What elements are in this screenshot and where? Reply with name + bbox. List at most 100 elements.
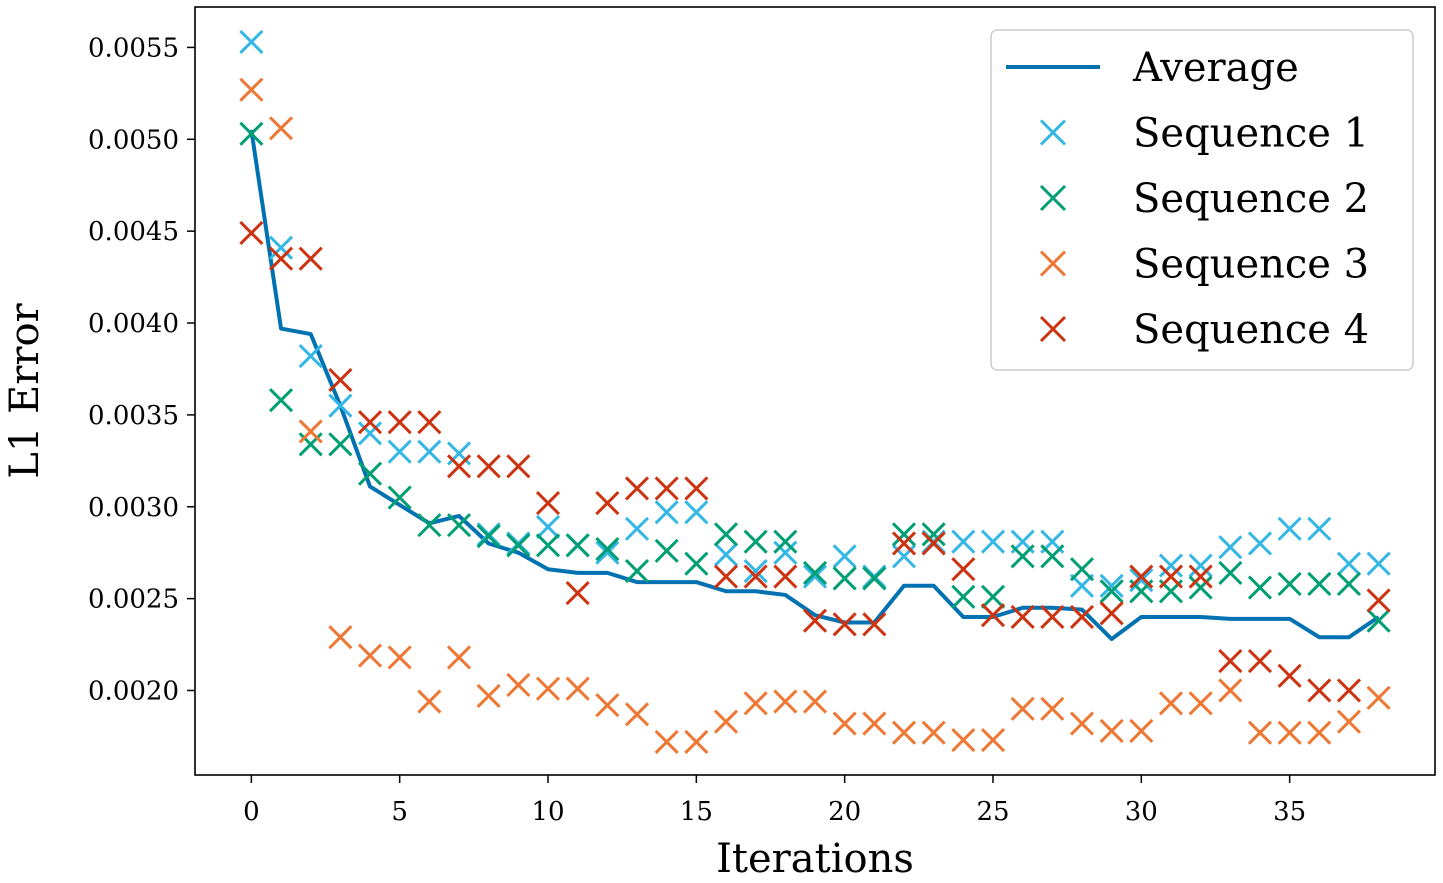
- sequence-1-marker: [802, 564, 828, 589]
- sequence-2-marker: [595, 536, 620, 562]
- x-tick-label: 10: [531, 797, 564, 827]
- y-tick-label: 0.0030: [88, 493, 179, 523]
- sequence-3-marker: [951, 728, 976, 753]
- sequence-1-marker: [624, 516, 650, 541]
- plot-area: [239, 29, 1391, 754]
- sequence-2-marker: [476, 524, 501, 549]
- sequence-2-marker: [713, 522, 739, 547]
- sequence-1-marker: [417, 439, 442, 464]
- sequence-1-marker: [713, 542, 739, 567]
- sequence-2-marker: [980, 584, 1006, 609]
- sequence-4-marker: [1336, 678, 1362, 703]
- sequence-3-marker: [1158, 691, 1184, 716]
- sequence-3-marker: [268, 116, 294, 141]
- sequence-3-marker: [654, 729, 679, 754]
- sequence-4-marker: [1188, 564, 1213, 589]
- axes-frame: [194, 6, 1436, 776]
- sequence-4-marker: [773, 564, 798, 589]
- legend-swatch-sequence-2: [1039, 184, 1067, 212]
- sequence-2-marker: [1336, 571, 1362, 596]
- x-tick-label: 5: [391, 797, 408, 827]
- sequence-3-marker: [1247, 720, 1273, 745]
- sequence-1-marker: [951, 529, 976, 554]
- sequence-4-marker: [446, 454, 472, 479]
- sequence-2-marker: [862, 566, 887, 591]
- sequence-2-marker: [565, 533, 590, 558]
- sequence-4-marker: [595, 491, 620, 516]
- sequence-1-marker: [298, 344, 323, 369]
- y-tick-label: 0.0020: [88, 676, 179, 706]
- sequence-2-marker: [1069, 557, 1095, 582]
- x-tick-label: 25: [976, 797, 1009, 827]
- sequence-4-marker: [802, 608, 828, 633]
- sequence-2-marker: [832, 566, 857, 591]
- sequence-4-marker: [1247, 649, 1273, 674]
- y-tick-label: 0.0040: [88, 309, 179, 339]
- sequence-1-marker: [1336, 551, 1362, 576]
- sequence-1-marker: [684, 500, 709, 525]
- sequence-3-marker: [1129, 718, 1154, 743]
- sequence-3-marker: [506, 672, 531, 698]
- sequence-3-marker: [891, 720, 917, 745]
- sequence-4-marker: [1277, 663, 1302, 688]
- legend-swatch-sequence-4: [1039, 315, 1067, 343]
- sequence-1-marker: [1099, 573, 1124, 598]
- sequence-4-marker: [832, 612, 857, 637]
- y-tick-label: 0.0055: [88, 33, 179, 63]
- sequence-1-marker: [743, 558, 768, 584]
- sequence-3-marker: [832, 711, 857, 736]
- y-tick-label: 0.0025: [88, 585, 179, 615]
- sequence-1-marker: [1158, 553, 1184, 578]
- sequence-4-marker: [951, 557, 976, 582]
- sequence-4-marker: [268, 246, 294, 271]
- sequence-2-marker: [624, 558, 650, 584]
- sequence-4-marker: [1218, 649, 1243, 674]
- sequence-2-marker: [1277, 571, 1302, 596]
- sequence-4-marker: [1040, 604, 1065, 630]
- sequence-1-marker: [535, 514, 561, 540]
- legend-label-sequence-4: Sequence 4: [1133, 307, 1369, 353]
- sequence-4-marker: [1010, 604, 1035, 630]
- sequence-2-marker: [654, 538, 679, 563]
- sequence-4-marker: [713, 564, 739, 589]
- sequence-2-marker: [239, 121, 264, 146]
- sequence-4-marker: [862, 612, 887, 637]
- sequence-4-marker: [506, 454, 531, 479]
- sequence-2-marker: [298, 432, 323, 457]
- sequence-1-marker: [891, 544, 917, 569]
- sequence-1-marker: [980, 529, 1006, 554]
- sequence-2-marker: [684, 551, 709, 576]
- sequence-1-marker: [446, 441, 472, 466]
- sequence-1-marker: [654, 500, 679, 525]
- sequence-4-marker: [476, 454, 501, 479]
- sequence-3-marker: [773, 689, 798, 714]
- sequence-2-marker: [446, 513, 472, 538]
- sequence-3-marker: [476, 683, 501, 709]
- legend-box: [990, 29, 1414, 371]
- sequence-1-marker: [1307, 516, 1332, 541]
- sequence-2-marker: [387, 485, 412, 510]
- sequence-2-marker: [1010, 544, 1035, 569]
- sequence-2-marker: [951, 584, 976, 609]
- x-tick-label: 30: [1125, 797, 1158, 827]
- average-line: [249, 129, 1380, 642]
- sequence-4-marker: [387, 410, 412, 435]
- sequence-2-marker: [773, 529, 798, 554]
- sequence-4-marker: [417, 410, 442, 435]
- sequence-1-marker: [1218, 535, 1243, 560]
- sequence-3-marker: [387, 645, 412, 670]
- sequence-4-marker: [684, 476, 709, 501]
- sequence-3-marker: [1277, 720, 1302, 745]
- sequence-3-marker: [239, 77, 264, 102]
- sequence-4-marker: [565, 581, 590, 606]
- sequence-3-marker: [595, 693, 620, 718]
- sequence-4-marker: [357, 410, 383, 435]
- sequence-2-marker: [802, 560, 828, 585]
- sequence-1-marker: [239, 29, 264, 54]
- x-tick-label: 15: [680, 797, 713, 827]
- y-tick-label: 0.0035: [88, 401, 179, 431]
- sequence-2-marker: [535, 533, 561, 558]
- x-axis: 0 5 10 15 20 25 30 35: [243, 775, 1306, 827]
- sequence-2-marker: [268, 388, 294, 413]
